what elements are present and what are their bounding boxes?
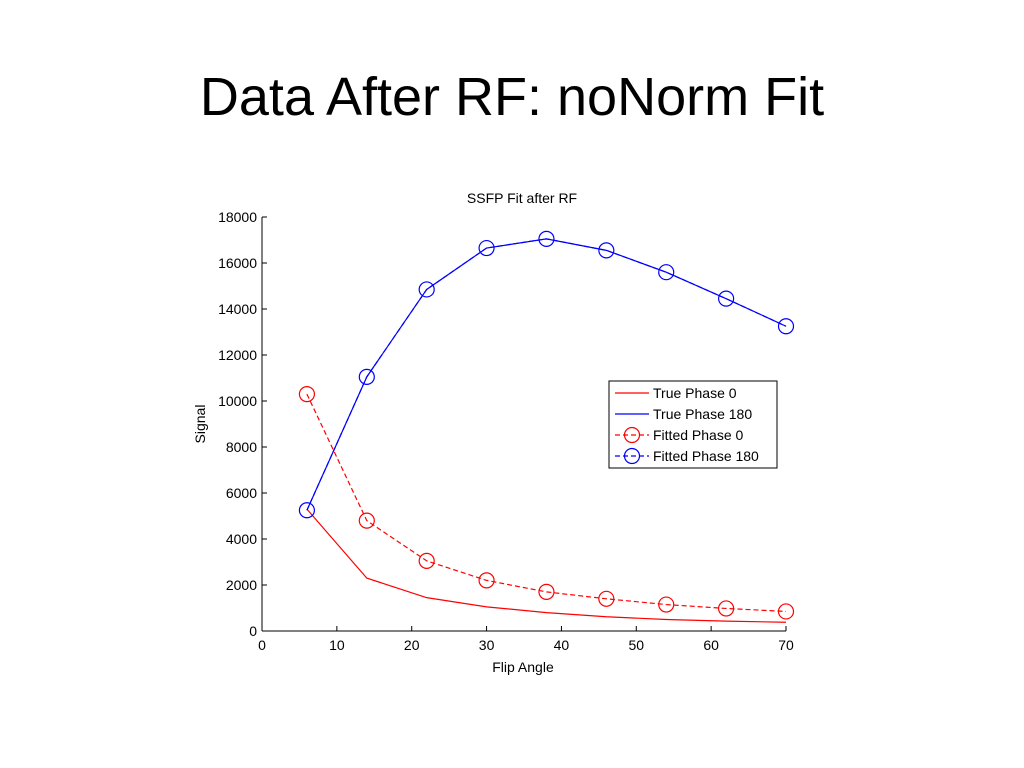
y-axis-label: Signal xyxy=(192,405,208,444)
x-tick-label: 0 xyxy=(258,637,266,653)
data-point-marker xyxy=(538,230,555,247)
series-line xyxy=(306,238,787,511)
y-tick-label: 4000 xyxy=(226,531,257,547)
x-tick-label: 60 xyxy=(703,637,719,653)
data-point-marker xyxy=(718,600,735,617)
data-point-marker xyxy=(718,290,735,307)
y-tick-label: 12000 xyxy=(218,347,257,363)
data-point-marker xyxy=(478,239,495,257)
series-fitted-phase-180 xyxy=(298,230,795,519)
y-tick-label: 10000 xyxy=(218,393,257,409)
series-true-phase-180 xyxy=(306,238,787,511)
x-tick-label: 50 xyxy=(628,637,644,653)
legend-entry: True Phase 180 xyxy=(615,406,752,422)
y-tick-label: 8000 xyxy=(226,439,257,455)
series-fitted-phase-0 xyxy=(298,386,795,620)
data-point-marker xyxy=(298,502,316,519)
x-tick-label: 30 xyxy=(479,637,495,653)
legend: True Phase 0 True Phase 180 Fitted Phase 0… xyxy=(608,380,778,469)
data-point-marker xyxy=(598,242,615,259)
chart-title: SSFP Fit after RF xyxy=(467,190,577,206)
y-tick-label: 14000 xyxy=(218,301,257,317)
axes: 0 10 20 30 40 50 60 70 0 2000 4000 6000 8000 10000 120… xyxy=(218,209,794,653)
legend-entry: True Phase 0 xyxy=(615,385,737,401)
data-point-marker xyxy=(777,318,795,335)
data-point-marker xyxy=(358,512,375,529)
legend-entry: Fitted Phase 0 xyxy=(615,426,743,444)
y-tick-label: 6000 xyxy=(226,485,257,501)
legend-label: Fitted Phase 0 xyxy=(653,427,743,443)
x-tick-label: 40 xyxy=(554,637,570,653)
data-point-marker xyxy=(658,264,675,281)
legend-label: True Phase 0 xyxy=(653,385,737,401)
x-tick-label: 10 xyxy=(329,637,345,653)
y-tick-label: 18000 xyxy=(218,209,257,225)
series-line xyxy=(306,508,787,623)
legend-swatch-marker xyxy=(623,426,641,444)
legend-box xyxy=(608,380,778,469)
x-tick-label: 20 xyxy=(404,637,420,653)
x-tick-label: 70 xyxy=(778,637,794,653)
legend-label: Fitted Phase 180 xyxy=(653,448,759,464)
series-layer xyxy=(298,230,795,623)
y-tick-label: 0 xyxy=(249,623,257,639)
data-point-marker xyxy=(538,583,555,601)
data-point-marker xyxy=(298,386,316,403)
slide-title: Data After RF: noNorm Fit xyxy=(199,67,825,127)
legend-swatch-marker xyxy=(623,447,641,465)
y-tick-label: 2000 xyxy=(226,577,257,593)
data-point-marker xyxy=(478,572,495,589)
y-tick-label: 16000 xyxy=(218,255,257,271)
legend-entry: Fitted Phase 180 xyxy=(615,447,759,465)
data-point-marker xyxy=(777,603,795,620)
x-axis-label: Flip Angle xyxy=(492,659,554,675)
series-line xyxy=(306,393,787,613)
series-true-phase-0 xyxy=(306,508,787,623)
data-point-marker xyxy=(598,590,615,607)
data-point-marker xyxy=(418,281,435,298)
legend-label: True Phase 180 xyxy=(653,406,752,422)
data-point-marker xyxy=(418,552,435,569)
series-line xyxy=(306,238,787,511)
data-point-marker xyxy=(358,368,375,385)
data-point-marker xyxy=(658,596,675,613)
